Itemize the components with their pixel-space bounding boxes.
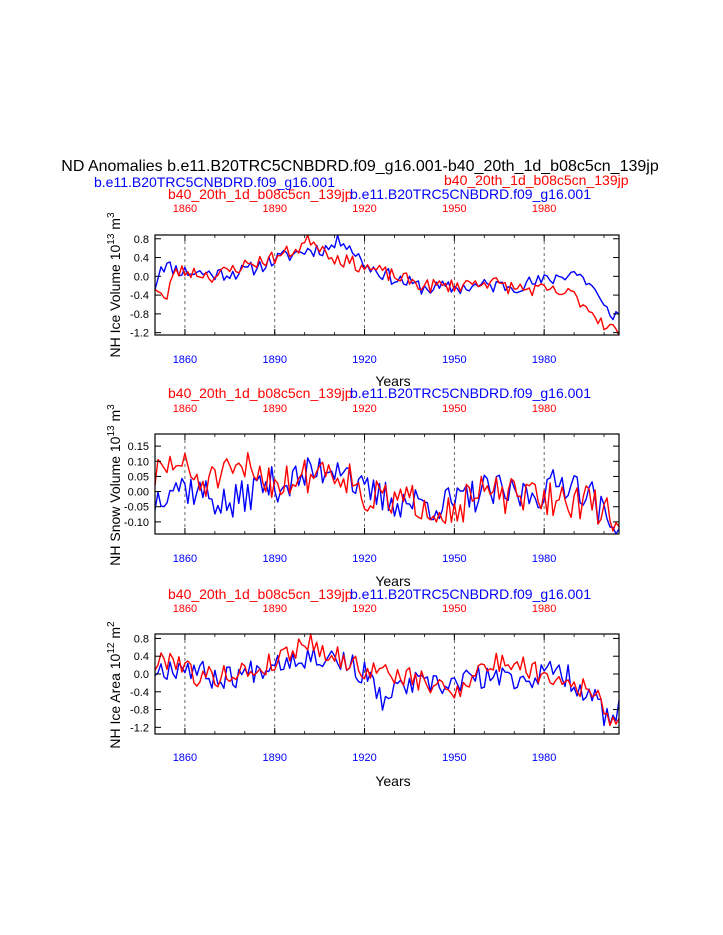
series-line-red <box>154 633 620 727</box>
series-line-red <box>154 452 620 532</box>
x-tick-label-top: 1860 <box>173 403 197 415</box>
x-tick-label-bottom: 1950 <box>442 354 466 366</box>
x-tick-label-top: 1950 <box>442 403 466 415</box>
y-tick-label: 0.15 <box>128 441 149 453</box>
y-tick-label: 0.8 <box>134 633 149 645</box>
top-label-left: b40_20th_1d_b08c5cn_139jp <box>168 385 353 401</box>
x-tick-label-bottom: 1890 <box>262 752 286 764</box>
y-tick-label: -1.2 <box>130 328 149 340</box>
y-axis-label: NH Ice Area 1012 m2 <box>106 621 123 749</box>
x-tick-label-bottom: 1980 <box>532 752 556 764</box>
y-tick-label: 0.00 <box>128 487 149 499</box>
y-tick-label: 0.8 <box>134 234 149 246</box>
x-axis-label: Years <box>375 373 410 389</box>
y-tick-label: -0.8 <box>130 705 149 717</box>
y-tick-label: -0.4 <box>130 687 149 699</box>
x-tick-label-bottom: 1920 <box>352 752 376 764</box>
subtitle-left: b.e11.B20TRC5CNBDRD.f09_g16.001 <box>94 174 335 190</box>
series-line-blue <box>154 234 620 321</box>
x-tick-label-top: 1920 <box>352 403 376 415</box>
panel-ice-area: b40_20th_1d_b08c5cn_139jp b.e11.B20TRC5C… <box>106 586 620 789</box>
series-line-red <box>154 234 620 336</box>
top-label-right: b.e11.B20TRC5CNBDRD.f09_g16.001 <box>350 186 591 202</box>
x-tick-label-bottom: 1980 <box>532 354 556 366</box>
x-tick-label-bottom: 1890 <box>262 553 286 565</box>
plot-frame <box>154 433 620 535</box>
y-tick-label: 0.0 <box>134 271 149 283</box>
x-tick-label-top: 1890 <box>262 603 286 615</box>
y-tick-label: -0.05 <box>124 502 149 514</box>
x-tick-label-bottom: 1890 <box>262 354 286 366</box>
x-tick-label-top: 1920 <box>352 603 376 615</box>
x-tick-label-top: 1920 <box>352 203 376 215</box>
top-label-left: b40_20th_1d_b08c5cn_139jp <box>168 586 353 602</box>
x-tick-label-bottom: 1950 <box>442 553 466 565</box>
x-tick-label-top: 1980 <box>532 403 556 415</box>
plot-frame <box>154 633 620 735</box>
x-tick-label-bottom: 1920 <box>352 553 376 565</box>
x-axis-label: Years <box>375 773 410 789</box>
x-tick-label-bottom: 1860 <box>173 354 197 366</box>
x-tick-label-bottom: 1860 <box>173 553 197 565</box>
y-tick-label: -0.4 <box>130 290 149 302</box>
x-tick-label-top: 1860 <box>173 603 197 615</box>
y-axis-label: NH Snow Volume 1013 m3 <box>106 404 123 566</box>
y-tick-label: -0.8 <box>130 309 149 321</box>
x-tick-label-bottom: 1950 <box>442 752 466 764</box>
y-tick-label: -0.10 <box>124 517 149 529</box>
y-tick-label: 0.05 <box>128 471 149 483</box>
x-tick-label-top: 1890 <box>262 403 286 415</box>
y-axis-label: NH Ice Volume 1013 m3 <box>106 212 123 358</box>
top-label-left: b40_20th_1d_b08c5cn_139jp <box>168 186 353 202</box>
figure-title: ND Anomalies b.e11.B20TRC5CNBDRD.f09_g16… <box>61 158 659 175</box>
x-tick-label-top: 1980 <box>532 603 556 615</box>
panel-ice-volume: b40_20th_1d_b08c5cn_139jp b.e11.B20TRC5C… <box>106 186 620 389</box>
y-tick-label: 0.4 <box>134 253 149 265</box>
y-tick-label: 0.0 <box>134 669 149 681</box>
y-tick-label: 0.10 <box>128 456 149 468</box>
y-tick-label: -1.2 <box>130 722 149 734</box>
plot-frame <box>154 234 620 336</box>
x-axis-label: Years <box>375 573 410 589</box>
top-label-right: b.e11.B20TRC5CNBDRD.f09_g16.001 <box>350 385 591 401</box>
x-tick-label-bottom: 1860 <box>173 752 197 764</box>
x-tick-label-bottom: 1920 <box>352 354 376 366</box>
panel-snow-volume: b40_20th_1d_b08c5cn_139jp b.e11.B20TRC5C… <box>106 385 620 589</box>
top-label-right: b.e11.B20TRC5CNBDRD.f09_g16.001 <box>350 586 591 602</box>
x-tick-label-top: 1890 <box>262 203 286 215</box>
x-tick-label-top: 1860 <box>173 203 197 215</box>
x-tick-label-bottom: 1980 <box>532 553 556 565</box>
series-line-blue <box>154 647 620 727</box>
x-tick-label-top: 1950 <box>442 203 466 215</box>
x-tick-label-top: 1980 <box>532 203 556 215</box>
x-tick-label-top: 1950 <box>442 603 466 615</box>
y-tick-label: 0.4 <box>134 651 149 663</box>
subtitle-right: b40_20th_1d_b08c5cn_139jp <box>444 172 629 188</box>
